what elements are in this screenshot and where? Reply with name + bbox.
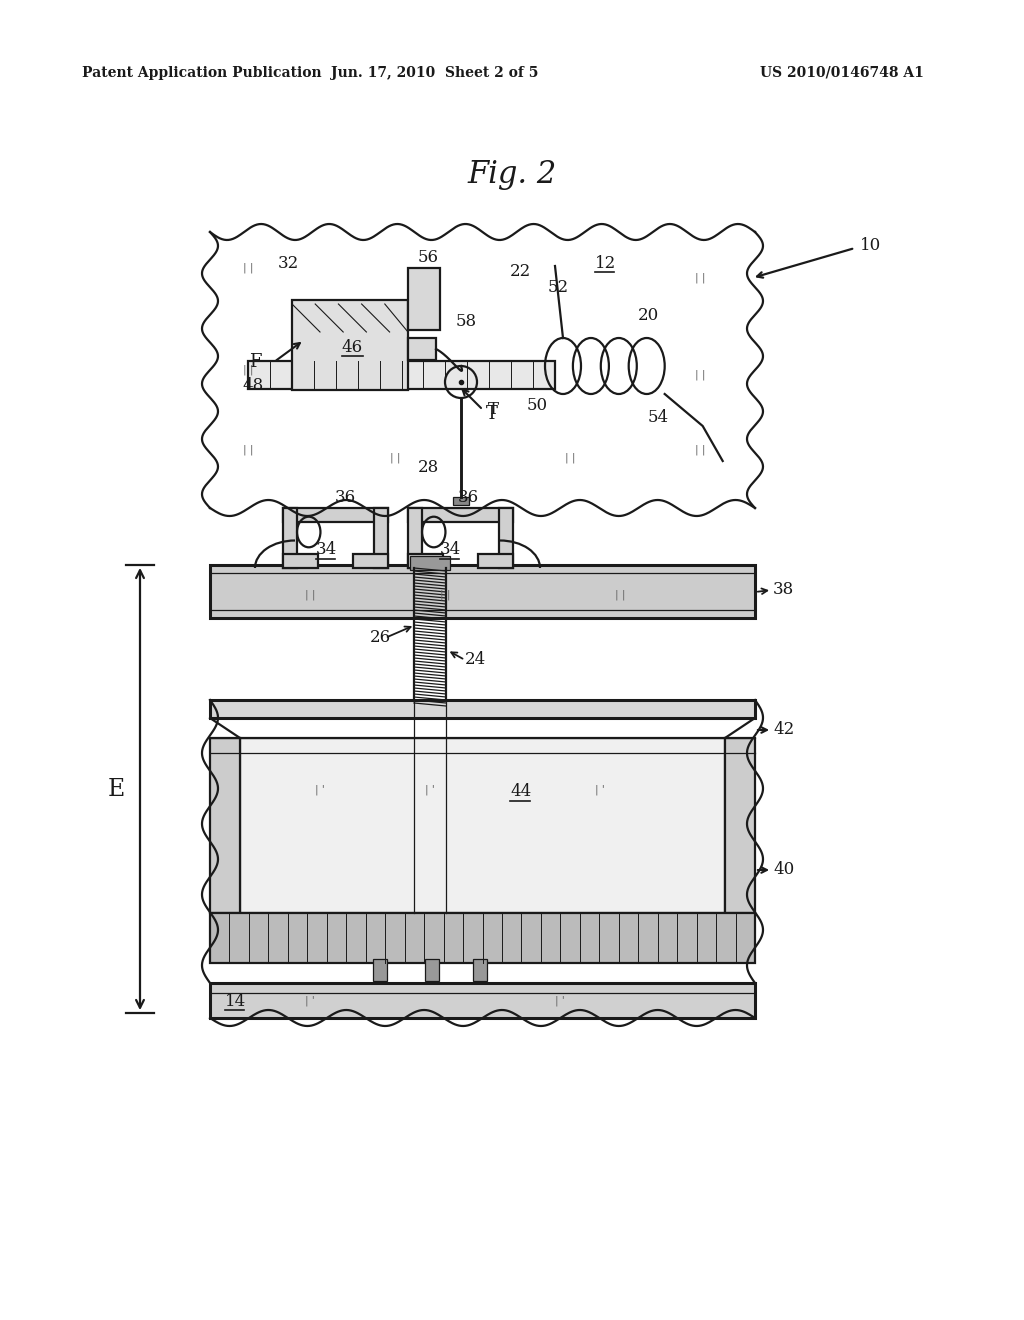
Bar [210,565,755,618]
Text: 32: 32 [278,255,299,272]
Text: | |: | | [694,273,706,284]
Text: | |: | | [243,445,253,455]
Bar [248,360,555,389]
Text: 40: 40 [773,862,795,879]
Text: | ': | ' [305,995,314,1006]
Text: 22: 22 [510,264,531,281]
Text: 42: 42 [773,722,795,738]
Bar [210,913,755,964]
Text: 54: 54 [648,409,669,426]
Text: 46: 46 [341,338,362,355]
Text: Fig. 2: Fig. 2 [467,160,557,190]
Text: | ': | ' [555,995,565,1006]
Text: US 2010/0146748 A1: US 2010/0146748 A1 [760,66,924,81]
Bar [373,960,387,981]
Text: | |: | | [614,590,626,601]
Text: | |: | | [305,590,315,601]
Text: | |: | | [694,370,706,380]
Text: Jun. 17, 2010  Sheet 2 of 5: Jun. 17, 2010 Sheet 2 of 5 [332,66,539,81]
Text: T: T [488,401,499,418]
Bar [283,508,297,568]
Text: 12: 12 [595,255,616,272]
Bar [477,554,512,568]
Text: | ': | ' [595,785,605,795]
Bar [408,268,440,330]
Bar [374,508,387,568]
Text: 20: 20 [638,306,659,323]
Bar [210,983,755,1018]
Text: | |: | | [694,445,706,455]
Text: 44: 44 [510,784,531,800]
Text: 56: 56 [418,249,439,267]
Bar [240,738,725,913]
Bar [292,300,408,389]
Text: 28: 28 [418,459,439,477]
Text: | |: | | [565,453,575,463]
Text: 10: 10 [860,236,882,253]
Text: 50: 50 [527,396,548,413]
Bar [408,508,422,568]
Bar [410,556,450,570]
Text: 58: 58 [456,314,477,330]
Text: | |: | | [243,263,253,273]
Text: 52: 52 [548,279,569,296]
Bar [352,554,387,568]
Text: 14: 14 [225,993,246,1010]
Text: 36: 36 [335,490,356,507]
Text: 34: 34 [316,541,337,558]
Text: E: E [108,777,125,800]
Text: 38: 38 [773,582,795,598]
Bar [453,498,469,506]
Text: Patent Application Publication: Patent Application Publication [82,66,322,81]
Text: | |: | | [243,364,253,375]
Bar [408,338,436,360]
Bar [408,508,512,521]
Bar [283,554,317,568]
Text: | ': | ' [425,785,435,795]
Bar [210,738,240,913]
Text: 34: 34 [440,541,461,558]
Text: | ': | ' [315,785,325,795]
Text: 24: 24 [465,652,486,668]
Text: 26: 26 [370,630,391,647]
Text: 48: 48 [242,376,263,393]
Text: | |: | | [439,590,451,601]
Bar [408,554,442,568]
Bar [473,960,487,981]
Text: T: T [486,405,498,422]
Text: | |: | | [390,453,400,463]
Text: 36: 36 [458,490,479,507]
Bar [210,700,755,718]
Text: F: F [250,352,262,371]
Bar [425,960,439,981]
Bar [283,508,387,521]
Bar [499,508,512,568]
Bar [725,738,755,913]
